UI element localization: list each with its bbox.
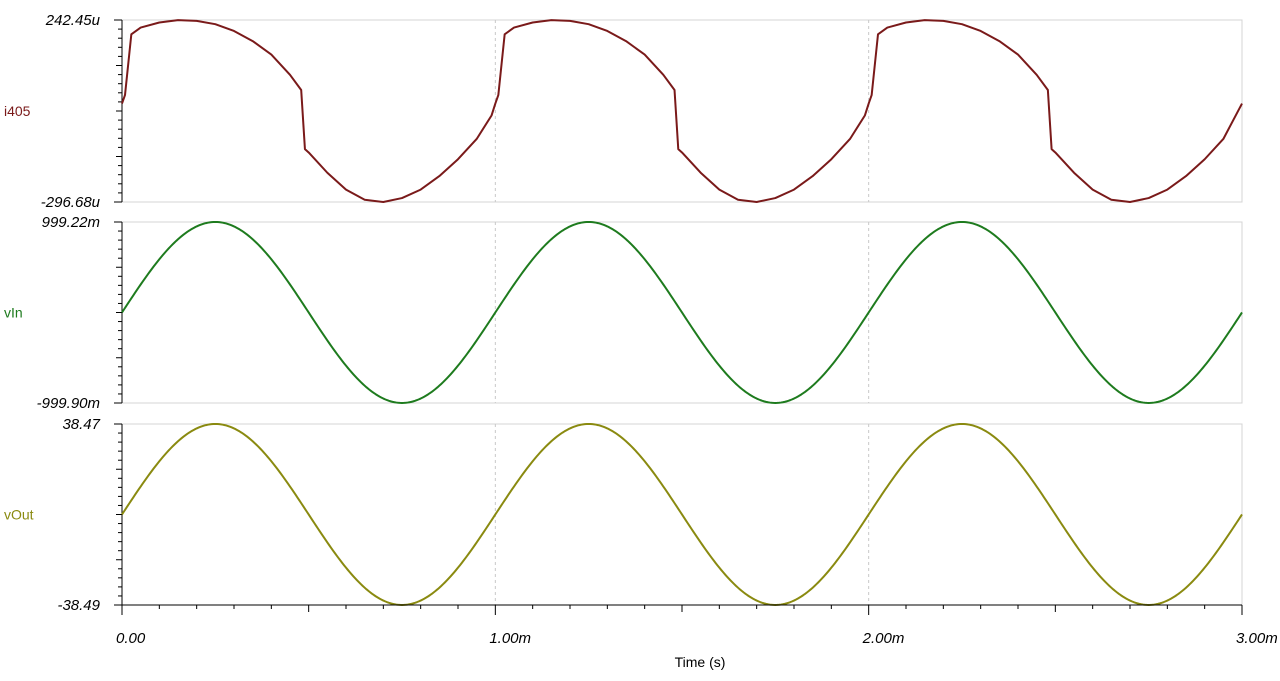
x-tick-label: 2.00m [862,630,905,647]
series-line-vIn [121,220,1243,404]
y-tick-label-max: 999.22m [42,214,100,231]
x-axis: 0.00 1.00m 2.00m 3.00m [116,604,1278,647]
x-tick-label: 3.00m [1236,630,1278,647]
series-label-i405: i405 [4,103,31,119]
y-tick-label-max: 242.45u [45,12,101,29]
panel-vIn: 999.22m -999.90m vIn [4,214,1243,412]
x-tick-label: 0.00 [116,630,146,647]
series-label-vOut: vOut [4,507,34,523]
panels: 242.45u -296.68u i405 999.22m -999.90m vIn 38.… [4,12,1243,614]
series-label-vIn: vIn [4,305,23,321]
y-tick-label-min: -38.49 [57,597,100,614]
series-line-vOut [121,422,1243,606]
y-tick-label-max: 38.47 [62,416,100,433]
panel-vOut: 38.47 -38.49 vOut [4,416,1243,614]
y-tick-label-min: -296.68u [41,194,101,211]
x-axis-title: Time (s) [675,654,726,670]
panel-frame [121,19,1243,203]
series-line-i405 [121,19,1243,203]
y-tick-label-min: -999.90m [37,395,100,412]
panel-i405: 242.45u -296.68u i405 [4,12,1243,211]
x-tick-label: 1.00m [489,630,531,647]
